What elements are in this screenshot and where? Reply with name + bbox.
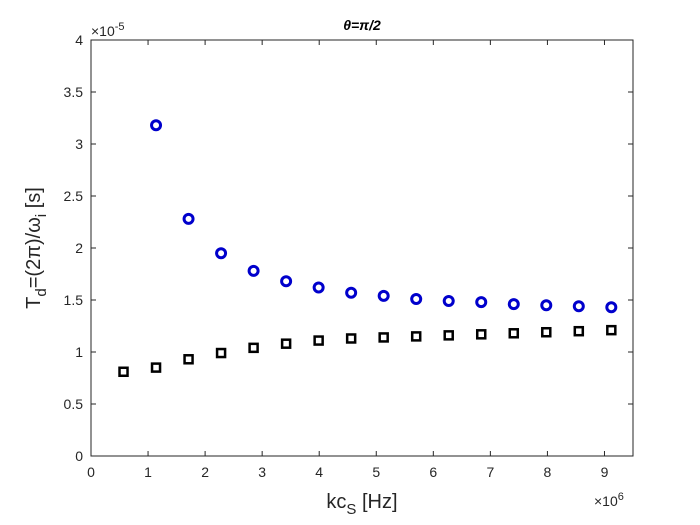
x-tick-label: 5 — [372, 464, 380, 480]
y-tick-label: 3.5 — [64, 84, 84, 100]
y-tick-label: 2 — [75, 240, 83, 256]
y-tick-label: 1 — [75, 344, 83, 360]
x-axis-multiplier: ×106 — [594, 491, 624, 509]
y-axis-multiplier: ×10-5 — [91, 21, 125, 39]
plot-area — [91, 40, 633, 456]
x-tick-label: 7 — [486, 464, 494, 480]
y-tick-label: 0.5 — [64, 396, 84, 412]
data-point-square — [410, 331, 422, 342]
data-point-square — [508, 328, 520, 339]
data-point-square — [280, 338, 292, 349]
data-markers — [118, 119, 618, 378]
x-tick-label: 2 — [201, 464, 209, 480]
x-tick-label: 4 — [315, 464, 323, 480]
x-tick-label: 8 — [544, 464, 552, 480]
data-point-circle — [540, 299, 553, 312]
data-point-circle — [442, 295, 455, 308]
data-point-circle — [475, 296, 488, 309]
chart-title: θ=π/2 — [343, 17, 381, 33]
x-tick-label: 6 — [429, 464, 437, 480]
y-tick-label: 0 — [75, 448, 83, 464]
y-axis-label: Td=(2π)/ωi [s] — [23, 187, 50, 309]
ticks: 0 1 2 3 4 5 6 7 8 9 0 0.5 1 1.5 2 2.5 3 3.5 4 — [64, 32, 633, 480]
data-point-circle — [507, 298, 520, 311]
data-point-circle — [150, 119, 163, 132]
data-point-square — [118, 366, 129, 378]
data-point-square — [541, 326, 552, 338]
data-point-circle — [280, 275, 293, 288]
data-point-square — [573, 325, 585, 337]
data-point-square — [443, 330, 454, 341]
data-point-circle — [247, 264, 260, 277]
y-tick-label: 3 — [75, 136, 83, 152]
data-point-circle — [377, 289, 390, 302]
x-axis-label: kcS [Hz] — [326, 491, 397, 518]
data-point-square — [606, 324, 617, 336]
data-point-square — [475, 329, 487, 340]
data-point-circle — [605, 301, 618, 314]
data-point-circle — [410, 292, 423, 305]
data-point-circle — [572, 300, 585, 313]
y-tick-label: 2.5 — [64, 188, 84, 204]
data-point-square — [313, 335, 324, 346]
x-tick-label: 0 — [87, 464, 95, 480]
y-tick-label: 4 — [75, 32, 83, 48]
data-point-circle — [182, 212, 195, 225]
data-point-square — [215, 347, 227, 359]
data-point-square — [345, 333, 357, 344]
data-point-square — [248, 342, 259, 354]
data-point-square — [378, 332, 389, 343]
data-point-circle — [215, 247, 228, 260]
data-point-circle — [312, 281, 325, 294]
y-tick-label: 1.5 — [64, 292, 84, 308]
data-point-square — [150, 362, 162, 373]
x-tick-label: 1 — [144, 464, 152, 480]
data-point-square — [183, 354, 194, 365]
x-tick-label: 3 — [258, 464, 266, 480]
x-tick-label: 9 — [601, 464, 609, 480]
data-point-circle — [345, 286, 358, 299]
